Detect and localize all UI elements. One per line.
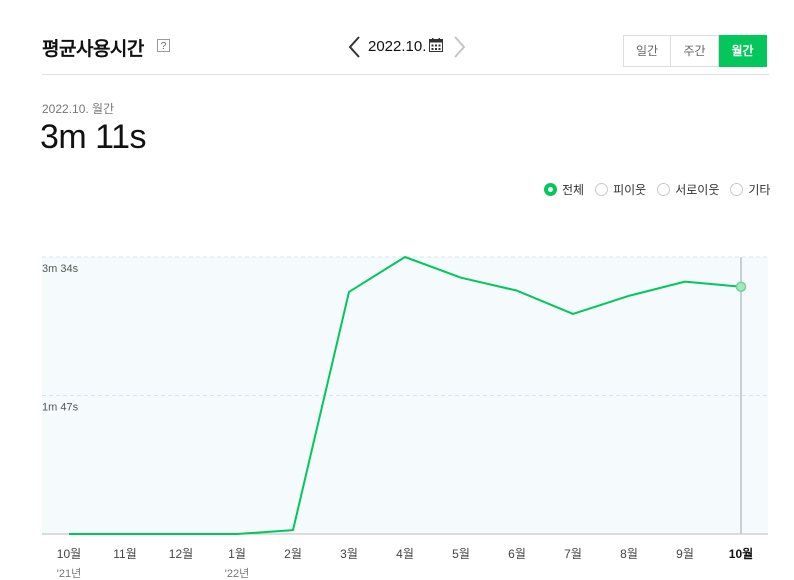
header-divider: [42, 74, 769, 75]
chart-legend: 전체 피이웃 서로이웃 기타: [544, 181, 770, 198]
x-tick-label: 1월: [228, 547, 246, 561]
calendar-icon: [429, 38, 443, 52]
x-tick-label: 4월: [396, 547, 414, 561]
tab-weekly[interactable]: 주간: [671, 35, 719, 67]
tab-daily[interactable]: 일간: [623, 35, 671, 67]
radio-icon: [595, 183, 609, 196]
x-tick-label: 12월: [169, 547, 193, 561]
tab-monthly[interactable]: 월간: [719, 35, 767, 67]
x-tick-label: 3월: [340, 547, 358, 561]
radio-checked-icon: [544, 183, 557, 196]
legend-label: 피이웃: [613, 183, 647, 197]
radio-icon: [730, 183, 744, 196]
summary-period-label: 2022.10. 월간: [42, 102, 115, 116]
header: 평균사용시간 ? 2022.10.: [0, 0, 794, 75]
highlight-data-point: [735, 281, 747, 293]
chevron-right-icon: [454, 36, 466, 58]
x-tick-label: 9월: [676, 547, 694, 561]
legend-item-other[interactable]: 기타: [730, 181, 770, 198]
usage-line-chart: 1m 47s 3m 34s 10월 11월 12월 1월 2월 3월 4월 5월 6월 7월 8월 9월 1…: [42, 256, 768, 580]
x-tick-label: 11월: [113, 547, 137, 561]
legend-label: 서로이웃: [675, 183, 720, 197]
calendar-button[interactable]: [429, 38, 443, 52]
x-year-label: '21년: [57, 567, 81, 580]
x-tick-label: 8월: [620, 547, 638, 561]
x-tick-label: 5월: [452, 547, 470, 561]
next-period-button[interactable]: [450, 34, 468, 60]
legend-item-neighbor[interactable]: 피이웃: [595, 181, 646, 198]
y-tick-label: 1m 47s: [42, 402, 79, 414]
legend-label: 전체: [562, 183, 585, 197]
x-tick-label: 10월: [57, 547, 81, 561]
help-icon[interactable]: ?: [157, 39, 170, 52]
period-tabs: 일간 주간 월간: [623, 35, 767, 67]
x-year-label: '22년: [225, 567, 249, 580]
legend-label: 기타: [748, 183, 771, 197]
chevron-left-icon: [348, 36, 360, 58]
x-tick-label: 7월: [564, 547, 582, 561]
legend-item-all[interactable]: 전체: [544, 181, 584, 198]
y-tick-label: 3m 34s: [42, 263, 79, 275]
radio-icon: [657, 183, 671, 196]
page-title: 평균사용시간: [42, 39, 144, 60]
series-line-all: [69, 256, 742, 535]
current-date: 2022.10.: [368, 38, 427, 55]
prev-period-button[interactable]: [346, 34, 364, 60]
x-tick-label: 2월: [284, 547, 302, 561]
legend-item-mutual-neighbor[interactable]: 서로이웃: [657, 181, 719, 198]
x-tick-label: 6월: [508, 547, 526, 561]
summary-average-value: 3m 11s: [40, 118, 146, 156]
x-tick-label: 10월: [729, 546, 753, 561]
